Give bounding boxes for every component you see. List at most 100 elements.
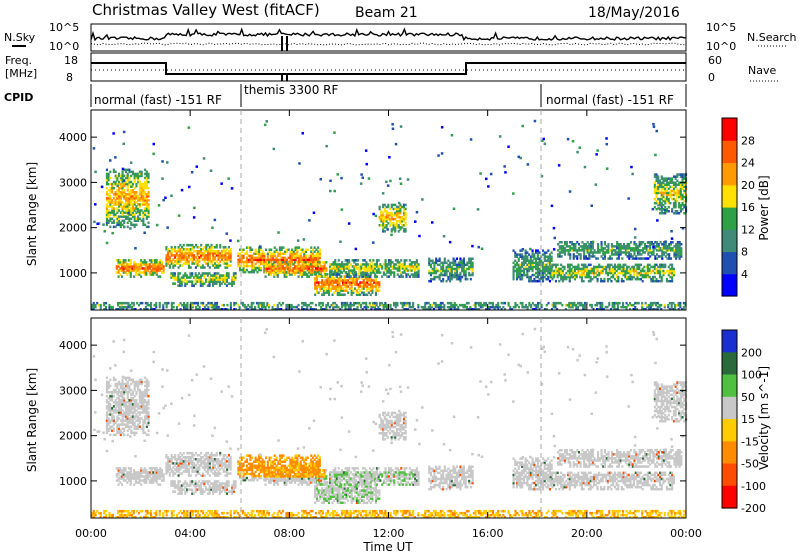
power-cell [350,275,352,278]
power-cell [393,271,395,274]
power-cell [532,274,534,277]
power-cell [440,266,442,269]
power-cell [229,239,232,242]
power-cell [227,177,230,180]
freq-label-1: Freq. [5,54,32,67]
power-cell [113,226,115,229]
power-cell [444,258,446,261]
power-cell [331,267,333,270]
power-cell [558,280,560,283]
power-cell [130,162,133,165]
power-cell [492,302,494,305]
power-cell [380,210,382,213]
power-cell [230,302,232,305]
power-cell [128,263,130,266]
power-cell [170,272,172,275]
power-cell [295,253,297,256]
power-cell [657,266,659,269]
power-cell [289,263,291,266]
power-cell [439,258,441,261]
colorbar-swatch [722,207,737,230]
power-cell [540,270,542,273]
power-cell [391,222,393,225]
power-cell [172,248,174,251]
power-cell [634,228,637,231]
power-cell [446,280,448,283]
velocity-echo-cells [91,328,687,519]
power-cell [432,260,434,263]
power-cell [535,258,537,261]
power-cell [118,275,120,278]
power-cell [443,235,446,238]
power-cell [198,264,200,267]
power-cell [652,276,654,279]
power-cell [150,302,152,305]
power-cell [545,260,547,263]
power-cell [205,278,207,281]
power-cell [569,253,571,256]
power-cell [152,153,155,156]
power-cell [350,263,352,266]
power-cell [113,207,115,210]
power-cell [266,120,269,123]
power-cell [133,302,135,305]
power-cell [379,271,381,274]
power-cell [652,266,654,269]
power-cell [184,278,186,281]
power-cell [676,184,678,187]
power-cell [311,302,313,305]
power-cell [391,123,394,126]
power-cell [230,264,232,267]
power-cell [112,132,115,135]
power-cell [409,259,411,262]
velocity-cell [109,391,111,394]
power-cell [172,262,174,265]
power-cell [680,243,682,246]
power-cell [109,171,111,174]
power-cell [113,220,115,223]
power-cell [469,306,471,309]
power-cell [569,241,571,244]
power-cell [319,249,321,252]
power-cell [340,177,343,180]
power-cell [466,278,468,281]
power-cell [94,203,97,206]
power-cell [134,207,136,210]
power-cell [410,306,412,309]
power-cell [318,261,320,264]
noise-left-tick-top: 10^5 [49,21,79,34]
power-cell [161,177,164,180]
power-cell [521,274,523,277]
velocity-cell [109,385,111,388]
power-cell [579,268,581,271]
power-cell [567,138,570,141]
power-cell [123,175,125,178]
power-cell [333,285,335,288]
power-cell [628,276,630,279]
power-cell [376,275,378,278]
power-cell [591,205,594,208]
power-cell [223,304,225,307]
power-cell [396,220,398,223]
power-cell [627,197,630,200]
velocity-cell [109,403,111,406]
power-cell [405,228,407,231]
power-cell [344,275,346,278]
power-cell [294,261,296,264]
power-cell [142,183,144,186]
power-cell [534,120,537,123]
velocity-cell [109,434,111,437]
power-cell [229,282,231,285]
power-cell [390,304,392,307]
power-cell [441,152,444,155]
power-cell [418,263,420,266]
date-label: 18/May/2016 [588,5,680,21]
power-cell [363,279,365,282]
power-cell [526,268,528,271]
power-cell [139,197,141,200]
power-cell [93,221,96,224]
power-cell [579,146,582,149]
power-cell [148,226,150,229]
power-cell [122,168,125,171]
power-cell [405,222,407,225]
